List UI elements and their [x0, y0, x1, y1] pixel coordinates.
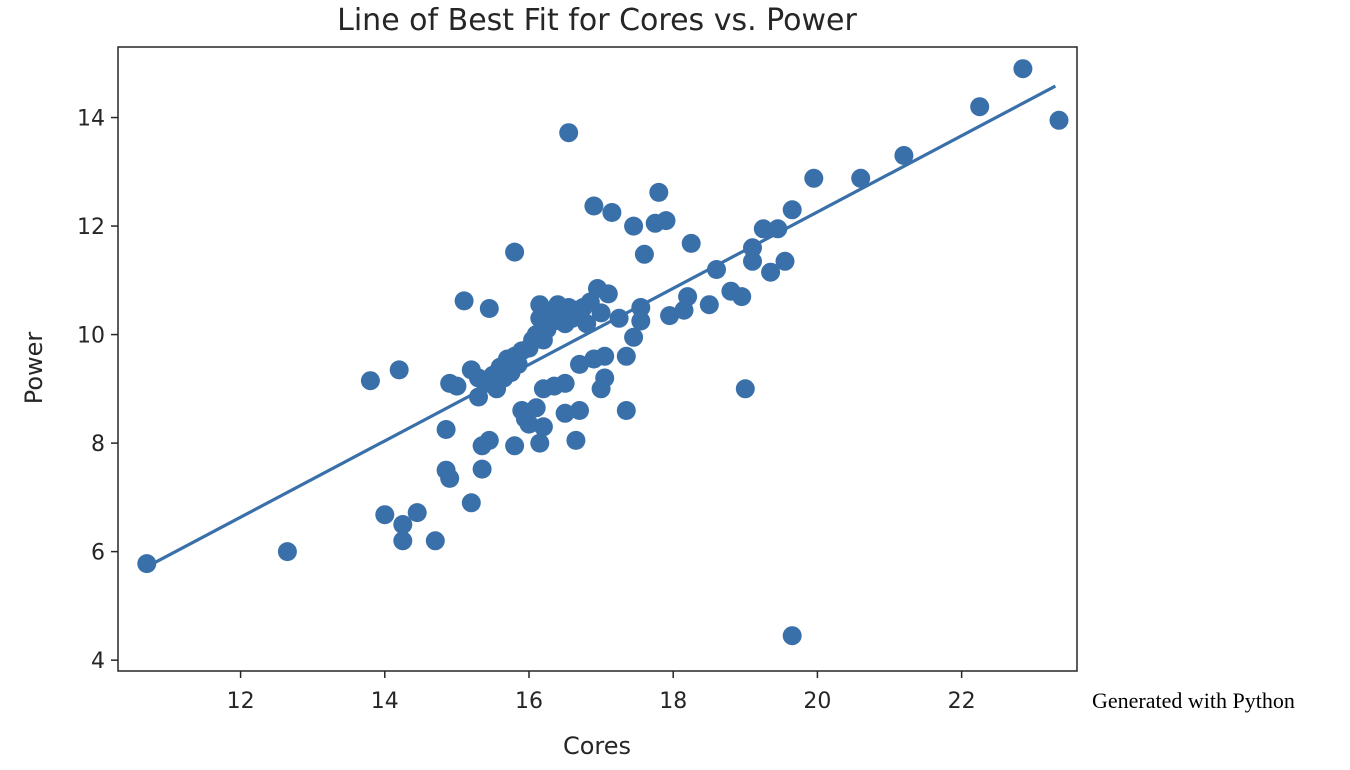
scatter-point: [461, 493, 481, 513]
x-tick-label: 16: [515, 689, 543, 714]
scatter-point: [707, 260, 726, 279]
scatter-point: [555, 373, 575, 393]
scatter-point: [681, 233, 701, 253]
scatter-point: [970, 97, 990, 117]
scatter-point: [616, 346, 636, 366]
y-tick-label: 4: [91, 649, 105, 674]
scatter-point: [775, 251, 795, 271]
scatter-point: [735, 379, 755, 399]
x-tick-label: 18: [659, 689, 687, 714]
scatter-point: [360, 371, 380, 391]
scatter-point: [570, 401, 589, 420]
scatter-point: [425, 531, 445, 551]
scatter-point: [753, 219, 773, 239]
scatter-point: [393, 531, 413, 551]
best-fit-line: [146, 84, 1057, 569]
scatter-point: [624, 216, 644, 236]
scatter-point: [447, 376, 467, 396]
scatter-point: [595, 368, 615, 388]
scatter-point: [577, 314, 597, 334]
scatter-point: [436, 420, 456, 439]
y-tick-label: 6: [91, 541, 105, 566]
scatter-point: [393, 515, 413, 534]
scatter-point: [566, 430, 586, 450]
scatter-point: [631, 311, 651, 331]
scatter-point: [649, 182, 669, 202]
scatter-point: [479, 430, 499, 450]
y-axis-ticks: 4 6 8 10 12 14: [77, 107, 118, 674]
scatter-point: [440, 468, 460, 488]
scatter-point: [732, 287, 752, 307]
y-axis-label: Power: [20, 332, 48, 405]
scatter-point: [602, 203, 622, 222]
scatter-point: [277, 542, 297, 562]
scatter-point: [533, 417, 553, 437]
scatter-point: [699, 295, 719, 315]
scatter-point: [804, 168, 824, 188]
scatter-point: [609, 308, 629, 328]
scatter-point: [1049, 110, 1069, 130]
scatter-point: [555, 403, 575, 423]
scatter-point: [505, 436, 525, 456]
scatter-point: [631, 298, 651, 317]
x-tick-label: 12: [227, 689, 255, 714]
scatter-point: [894, 146, 914, 165]
y-tick-label: 10: [77, 324, 105, 349]
scatter-point: [761, 262, 781, 282]
x-tick-label: 14: [371, 689, 399, 714]
scatter-point: [595, 346, 615, 366]
y-tick-label: 12: [77, 215, 105, 240]
scatter-point: [616, 401, 636, 420]
scatter-point: [505, 242, 525, 262]
scatter-point: [479, 299, 499, 318]
plot-marks: [137, 59, 1069, 646]
scatter-point: [454, 291, 474, 311]
scatter-point: [851, 168, 871, 188]
scatter-point: [678, 287, 698, 307]
scatter-point: [407, 503, 427, 523]
scatter-point: [660, 306, 680, 326]
y-tick-label: 14: [77, 107, 105, 132]
scatter-point: [591, 303, 611, 323]
axes-frame: [117, 46, 1078, 672]
scatter-point: [782, 626, 802, 646]
scatter-point: [584, 196, 604, 216]
scatter-point: [472, 459, 492, 479]
caption-text: Generated with Python: [1092, 688, 1295, 713]
scatter-point: [570, 354, 589, 374]
scatter-point: [782, 200, 802, 220]
scatter-point: [1013, 59, 1033, 79]
scatter-point: [656, 211, 676, 231]
scatter-point: [375, 505, 395, 525]
scatter-point: [519, 414, 539, 434]
scatter-point: [768, 219, 788, 239]
x-axis-label: Cores: [563, 732, 631, 760]
x-tick-label: 22: [948, 689, 976, 714]
scatter-point: [743, 251, 762, 271]
scatter-point: [137, 554, 157, 574]
scatter-point: [526, 398, 546, 418]
x-axis-ticks: 12 14 16 18 20 22: [227, 671, 976, 714]
scatter-point: [598, 284, 618, 304]
scatter-point: [624, 327, 644, 347]
x-tick-label: 20: [803, 689, 831, 714]
scatter-point: [530, 433, 550, 453]
scatter-point: [634, 244, 654, 264]
scatter-point: [559, 123, 579, 143]
chart-title: Line of Best Fit for Cores vs. Power: [337, 3, 857, 38]
scatter-point: [389, 360, 409, 380]
scatter-point: [743, 238, 762, 258]
y-tick-label: 8: [91, 432, 105, 457]
